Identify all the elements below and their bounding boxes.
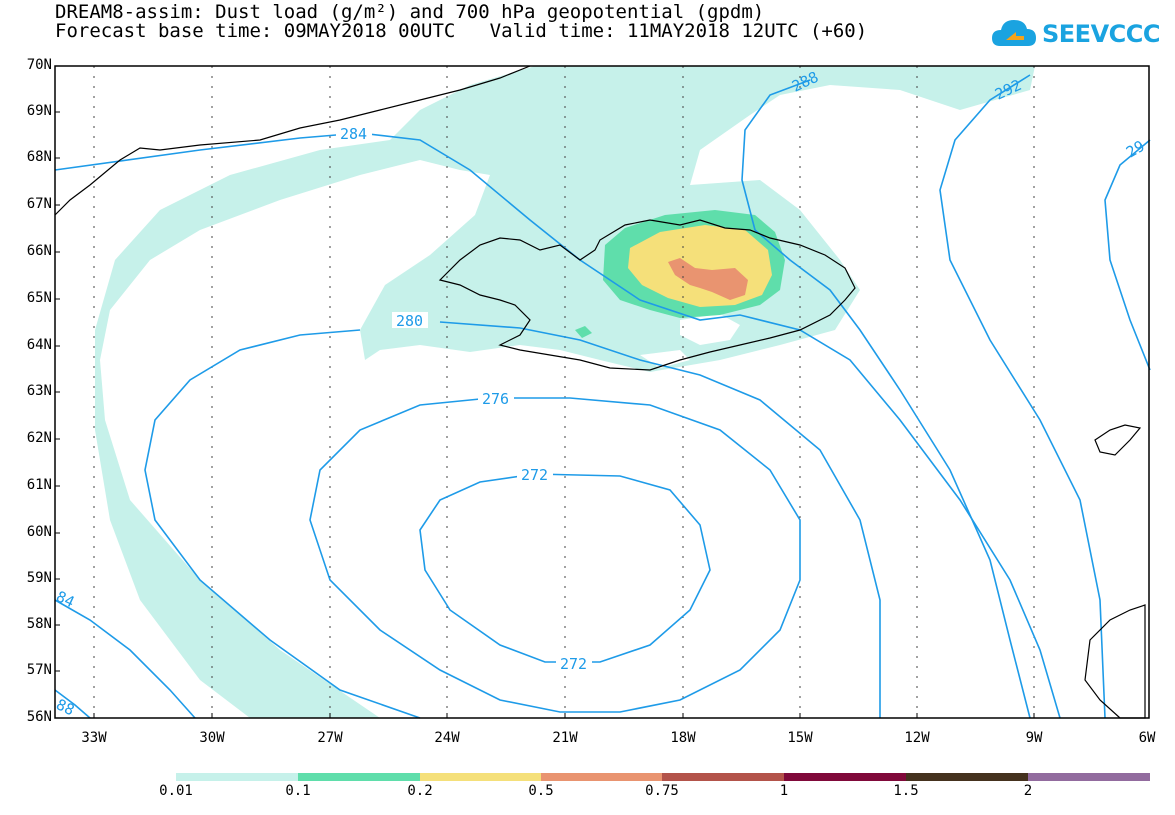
chart-title-line-1: DREAM8-assim: Dust load (g/m²) and 700 h… — [55, 1, 765, 23]
contour-288 — [741, 79, 1031, 719]
contour-29x — [1104, 139, 1151, 371]
lat-label-65n: 65N — [26, 290, 52, 306]
contour-276 — [309, 397, 801, 713]
contour-280 — [144, 329, 421, 719]
contour-288-sw — [54, 689, 91, 719]
colorbar-label-0.5: 0.5 — [528, 783, 554, 799]
lat-label-64n: 64N — [26, 337, 52, 353]
faroe-coast — [1094, 424, 1142, 456]
lon-label-9w: 9W — [1025, 730, 1043, 746]
lon-label-15w: 15W — [787, 730, 813, 746]
lon-label-27w: 27W — [317, 730, 343, 746]
colorbar — [176, 773, 1150, 781]
lat-label-58n: 58N — [26, 616, 52, 632]
lat-label-61n: 61N — [26, 477, 52, 493]
map-tick-marks — [55, 65, 1035, 718]
colorbar-swatch-2 — [298, 773, 420, 781]
logo-text: SEEVCCC — [1042, 20, 1161, 48]
cloud-icon — [992, 20, 1036, 46]
dust-area-light-2 — [560, 160, 640, 195]
colorbar-label-0.1: 0.1 — [285, 783, 311, 799]
dust-area-0.1-small — [575, 326, 592, 338]
colorbar-swatch-7 — [906, 773, 1028, 781]
colorbar-label-0.2: 0.2 — [407, 783, 433, 799]
lon-label-12w: 12W — [904, 730, 930, 746]
colorbar-swatch-6 — [784, 773, 906, 781]
colorbar-swatch-4 — [541, 773, 662, 781]
lon-label-6w: 6W — [1138, 730, 1156, 746]
contour-label-88: 88 — [53, 695, 77, 719]
scotland-coast — [1084, 604, 1146, 719]
colorbar-swatch-5 — [662, 773, 784, 781]
lon-label-18w: 18W — [670, 730, 696, 746]
lat-label-63n: 63N — [26, 383, 52, 399]
lat-label-67n: 67N — [26, 196, 52, 212]
seevccc-logo: SEEVCCC — [990, 14, 1161, 56]
dust-area-light — [95, 66, 1035, 718]
lon-label-24w: 24W — [434, 730, 460, 746]
iceland-coast — [438, 219, 856, 371]
dust-shading-layer — [95, 66, 1035, 718]
colorbar-label-2: 2 — [1023, 783, 1033, 799]
contour-label-284: 284 — [340, 125, 367, 143]
contour-label-84: 84 — [53, 587, 77, 611]
lon-label-21w: 21W — [552, 730, 578, 746]
contour-label-29: 29 — [1123, 137, 1148, 162]
colorbar-label-1: 1 — [779, 783, 789, 799]
colorbar-label-0.75: 0.75 — [645, 783, 679, 799]
colorbar-swatch-8 — [1028, 773, 1150, 781]
colorbar-swatch-3 — [420, 773, 541, 781]
lat-label-69n: 69N — [26, 103, 52, 119]
lat-label-59n: 59N — [26, 570, 52, 586]
dust-area-white-patch-2 — [640, 350, 690, 368]
lat-label-68n: 68N — [26, 149, 52, 165]
dust-area-white-patch — [680, 314, 740, 345]
contour-label-280: 280 — [396, 312, 423, 330]
contour-292 — [939, 74, 1106, 719]
colorbar-label-0.01: 0.01 — [159, 783, 193, 799]
lat-label-62n: 62N — [26, 430, 52, 446]
contour-284-sw — [54, 599, 196, 719]
lon-label-30w: 30W — [199, 730, 225, 746]
lat-label-57n: 57N — [26, 662, 52, 678]
lat-label-60n: 60N — [26, 524, 52, 540]
dust-area-0.5 — [668, 258, 748, 300]
lat-label-66n: 66N — [26, 243, 52, 259]
colorbar-label-1.5: 1.5 — [893, 783, 919, 799]
contour-label-272-top: 272 — [521, 466, 548, 484]
lat-label-56n: 56N — [26, 709, 52, 725]
greenland-coast — [54, 65, 531, 216]
colorbar-swatch-1 — [176, 773, 298, 781]
contour-label-272-bottom: 272 — [560, 655, 587, 673]
lat-label-70n: 70N — [26, 57, 52, 73]
contour-label-276: 276 — [482, 390, 509, 408]
lon-label-33w: 33W — [81, 730, 107, 746]
chart-title-line-2: Forecast base time: 09MAY2018 00UTC Vali… — [55, 20, 868, 42]
